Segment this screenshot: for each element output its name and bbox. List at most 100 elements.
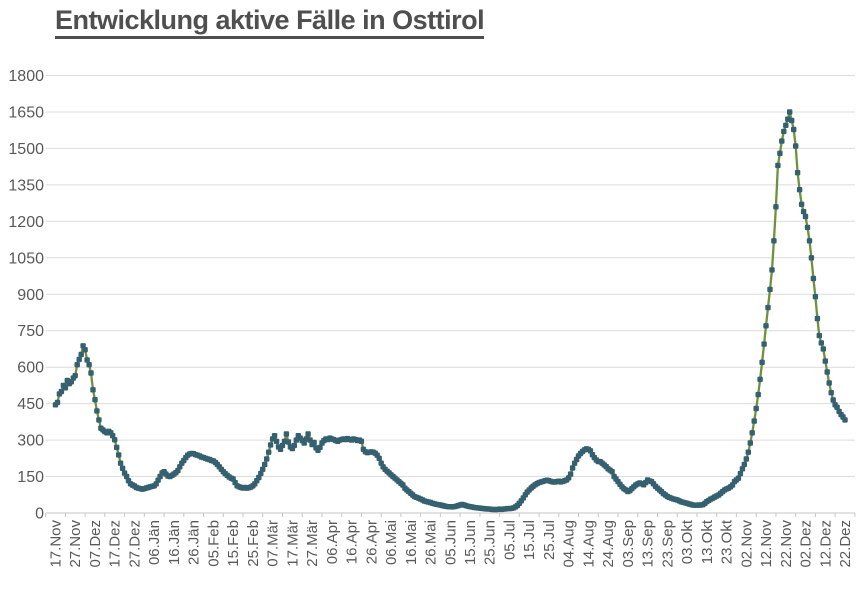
data-point-marker [264,456,270,462]
data-point-marker [763,323,769,329]
y-tick-label: 1650 [8,105,44,122]
x-tick-label: 03.Okt [679,519,696,564]
data-point-marker [773,204,779,210]
data-point-marker [775,162,781,169]
data-point-marker [285,439,292,445]
data-point-marker [828,390,834,396]
x-tick-label: 06.Apr [324,520,341,564]
data-point-marker [842,417,848,423]
data-point-marker [273,438,280,444]
data-point-marker [761,341,767,347]
data-point-marker [791,126,797,133]
data-point-marker [759,359,765,365]
data-point-marker [311,439,317,446]
data-point-marker [769,267,775,273]
x-tick-label: 02.Dez [798,520,815,568]
data-point-marker [767,286,773,293]
data-point-marker [822,358,828,364]
data-point-marker [747,440,753,446]
y-tick-label: 1500 [8,141,44,158]
x-tick-label: 12.Nov [758,520,775,568]
x-tick-label: 27.Nov [67,520,84,568]
data-point-marker [757,376,763,382]
x-tick-label: 13.Sep [640,520,657,568]
y-tick-label: 0 [35,506,44,523]
data-point-marker [291,442,297,449]
data-point-marker [826,380,832,386]
y-tick-label: 150 [17,469,44,486]
data-point-marker [72,373,78,379]
x-tick-label: 26.Mai [423,520,440,565]
x-tick-label: 06.Jän [146,520,163,565]
data-point-marker [745,449,751,455]
data-point-marker [76,356,82,363]
data-point-marker [743,456,749,462]
data-point-marker [279,442,286,449]
data-point-marker [814,315,821,322]
data-point-marker [96,417,102,423]
data-point-marker [812,294,819,300]
data-point-marker [78,351,84,358]
data-point-marker [820,346,826,352]
x-tick-label: 05.Jul [502,520,519,560]
x-tick-label: 05.Feb [205,520,222,567]
x-tick-label: 15.Jul [521,520,538,560]
data-point-marker [793,143,799,149]
y-tick-label: 1350 [8,177,44,194]
data-point-marker [794,170,801,176]
data-point-marker [810,275,817,282]
x-tick-label: 12.Dez [817,520,834,568]
x-tick-label: 16.Jän [166,520,183,565]
data-point-marker [110,433,116,439]
x-tick-label: 07.Dez [87,520,104,568]
data-point-marker [123,473,130,480]
data-point-marker [54,399,61,406]
x-tick-label: 15.Feb [225,520,242,567]
data-point-marker [358,438,365,444]
data-point-marker [779,138,785,144]
data-point-marker [771,238,777,244]
data-point-marker [301,440,307,446]
data-point-marker [804,224,811,231]
y-tick-label: 300 [17,433,44,450]
data-point-marker [834,404,840,410]
data-point-marker [777,150,783,156]
data-point-marker [569,465,576,471]
data-point-marker [74,362,80,368]
x-tick-label: 22.Dez [837,520,854,568]
data-point-marker [737,470,744,477]
x-tick-label: 04.Aug [561,520,578,568]
x-tick-label: 17.Mär [284,520,301,567]
x-tick-label: 26.Apr [363,520,380,564]
data-point-marker [266,449,272,455]
data-point-marker [256,474,262,481]
x-tick-label: 05.Jun [442,520,459,565]
x-tick-label: 23.Okt [719,519,736,564]
data-point-marker [62,385,69,391]
data-point-marker [58,388,65,395]
data-point-marker [258,470,264,477]
data-point-marker [806,238,813,244]
data-point-marker [798,201,805,207]
data-point-marker [818,340,824,346]
data-point-marker [802,213,809,220]
data-point-marker [783,122,789,128]
data-point-marker [119,465,126,471]
data-point-marker [787,109,793,115]
data-point-marker [260,466,266,472]
x-tick-label: 07.Mär [265,520,282,567]
x-tick-label: 16.Mai [403,520,420,565]
x-tick-label: 06.Mai [383,520,400,565]
x-tick-label: 13.Okt [699,519,716,564]
y-tick-label: 900 [17,287,44,304]
data-point-marker [765,304,771,311]
data-point-marker [781,128,787,135]
x-tick-label: 16.Apr [344,520,361,564]
data-line [54,110,847,511]
data-point-marker [796,187,803,193]
data-point-marker [735,475,742,481]
data-point-marker [305,431,311,437]
data-point-marker [739,466,746,472]
data-point-marker [816,332,822,339]
y-tick-label: 1050 [8,250,44,267]
